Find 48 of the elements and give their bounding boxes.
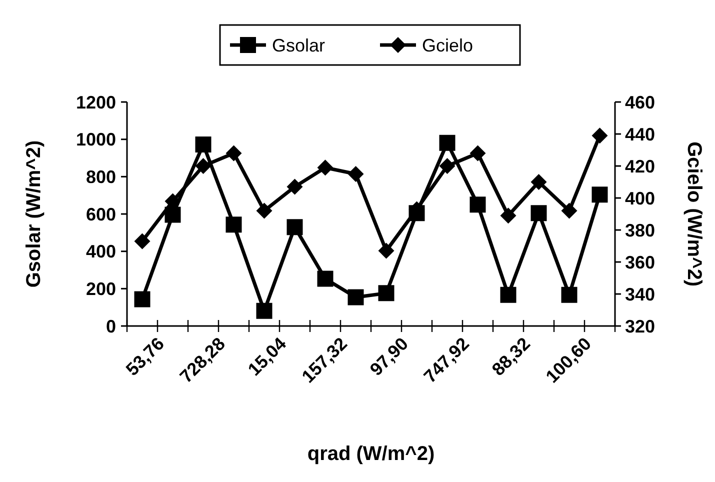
y2-tick-label: 360 [625,252,656,272]
legend-label: Gcielo [422,35,474,56]
y-tick-label: 200 [86,278,116,299]
y-tick-label: 600 [86,204,116,224]
y2-tick-label: 340 [625,284,656,304]
y2-tick-label: 460 [625,92,656,112]
point [348,289,364,306]
point [470,196,486,213]
y-tick-label: 400 [86,242,116,262]
point [378,285,394,302]
point [317,160,334,176]
y2-tick-label: 420 [625,156,656,176]
point [500,208,516,224]
point [561,286,578,303]
point [256,302,272,319]
point [470,145,486,162]
point [530,174,547,190]
point [530,205,547,222]
y-tick-label: 1000 [76,130,116,150]
point [348,166,364,182]
point [439,158,456,174]
point [195,136,212,153]
y-tick-label: 0 [106,316,116,336]
y2-tick-label: 440 [625,124,656,144]
y-tick-label: 1200 [76,92,116,112]
point [439,134,456,151]
x-axis-title: qrad (W/m^2) [307,443,435,465]
point [286,219,303,236]
point [195,158,212,174]
point [226,145,242,162]
legend-label: Gsolar [272,35,326,56]
point [592,186,608,203]
y2-tick-label: 320 [625,316,656,336]
point [134,233,150,250]
point [500,286,516,303]
y2-axis-title: Gcielo (W/m^2) [683,141,705,287]
y2-tick-label: 400 [625,188,656,208]
point [226,216,242,233]
point [561,202,578,219]
y2-tick-label: 380 [625,220,656,240]
point [592,128,608,144]
point [317,270,334,287]
point [134,291,150,308]
point [256,202,272,219]
y-tick-label: 800 [86,166,116,187]
y-axis-title: Gsolar (W/m^2) [23,140,45,288]
point [286,178,303,195]
point [378,242,394,259]
